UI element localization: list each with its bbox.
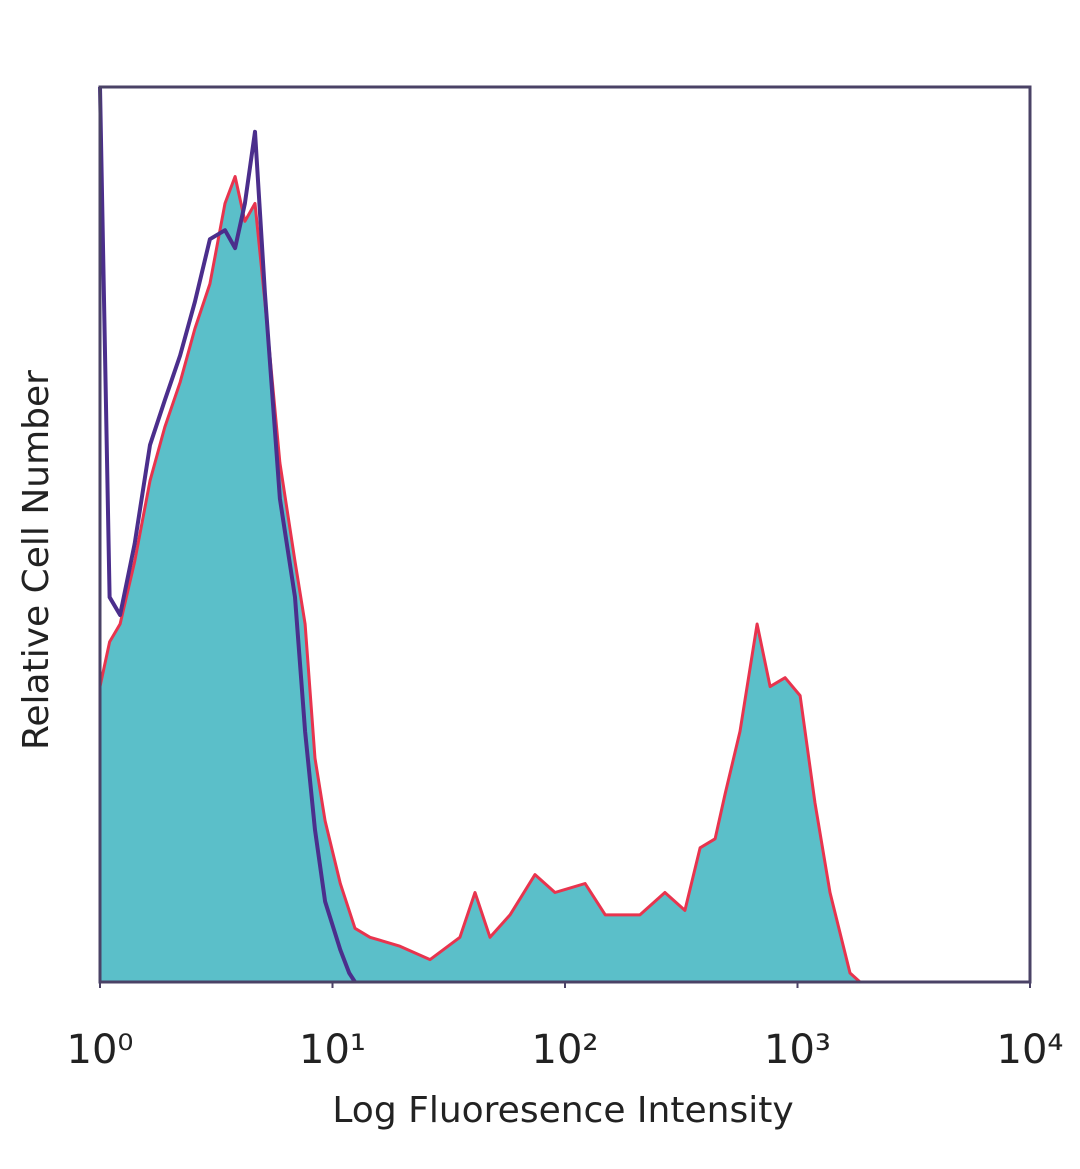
x-tick-label: 10³ — [764, 1027, 831, 1073]
y-axis-label: Relative Cell Number — [16, 370, 57, 750]
x-tick-label: 10⁴ — [997, 1027, 1064, 1073]
histogram-line — [98, 175, 862, 984]
x-tick-label: 10¹ — [299, 1027, 366, 1073]
x-tick-label: 10⁰ — [67, 1027, 134, 1073]
x-axis-label: Log Fluoresence Intensity — [332, 1090, 793, 1131]
histogram-line — [98, 86, 357, 984]
area-fill — [100, 176, 860, 982]
x-tick-label: 10² — [532, 1027, 599, 1073]
